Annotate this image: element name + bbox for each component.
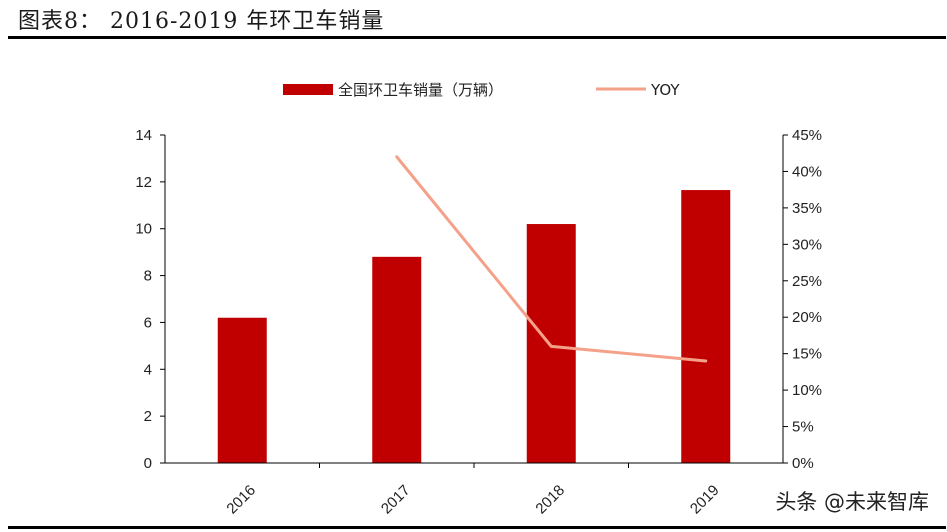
legend-label-bar: 全国环卫车销量（万辆） [338, 81, 503, 99]
figure-title: 图表8： 2016-2019 年环卫车销量 [18, 9, 385, 34]
bar-2016 [217, 317, 267, 463]
x-tick-label: 2017 [378, 482, 414, 518]
y-right-tick-label: 25% [792, 273, 822, 290]
bar-2018 [526, 224, 576, 463]
y-right-tick-label: 40% [792, 163, 822, 180]
y-right-tick-label: 10% [792, 382, 822, 399]
bottom-rule [8, 526, 946, 529]
y-left-tick-label: 6 [144, 314, 152, 331]
bar-series [217, 190, 731, 464]
y-right-tick-label: 5% [792, 419, 814, 436]
y-left-tick-label: 10 [135, 221, 152, 238]
chart-legend: 全国环卫车销量（万辆） YOY [283, 81, 680, 99]
y-right-tick-label: 15% [792, 346, 822, 363]
bar-2017 [372, 256, 422, 463]
chart-axes: 0 2 4 6 8 10 12 14 0% 5% 10% 15% 20% 25% 30% 35% 40% 45% 2… [135, 127, 822, 517]
y-right-tick-label: 30% [792, 236, 822, 253]
watermark: 头条 @未来智库 [775, 490, 929, 514]
legend-swatch-bar [283, 84, 333, 95]
yoy-line [395, 155, 708, 363]
x-tick-label: 2016 [223, 482, 259, 518]
y-right-tick-label: 20% [792, 309, 822, 326]
y-left-tick-label: 2 [144, 408, 152, 425]
y-left-tick-label: 14 [135, 127, 152, 144]
y-left-tick-label: 12 [135, 174, 152, 191]
y-right-tick-label: 45% [792, 127, 822, 144]
y-left-tick-label: 8 [144, 268, 152, 285]
bar-2019 [681, 190, 731, 464]
y-right-tick-label: 35% [792, 200, 822, 217]
x-tick-label: 2019 [687, 482, 723, 518]
y-left-tick-label: 0 [144, 455, 152, 472]
y-right-tick-label: 0% [792, 455, 814, 472]
line-series [395, 155, 708, 363]
y-left-tick-label: 4 [144, 361, 152, 378]
legend-label-line: YOY [650, 81, 680, 99]
x-tick-label: 2018 [532, 482, 568, 518]
top-rule [8, 36, 946, 39]
